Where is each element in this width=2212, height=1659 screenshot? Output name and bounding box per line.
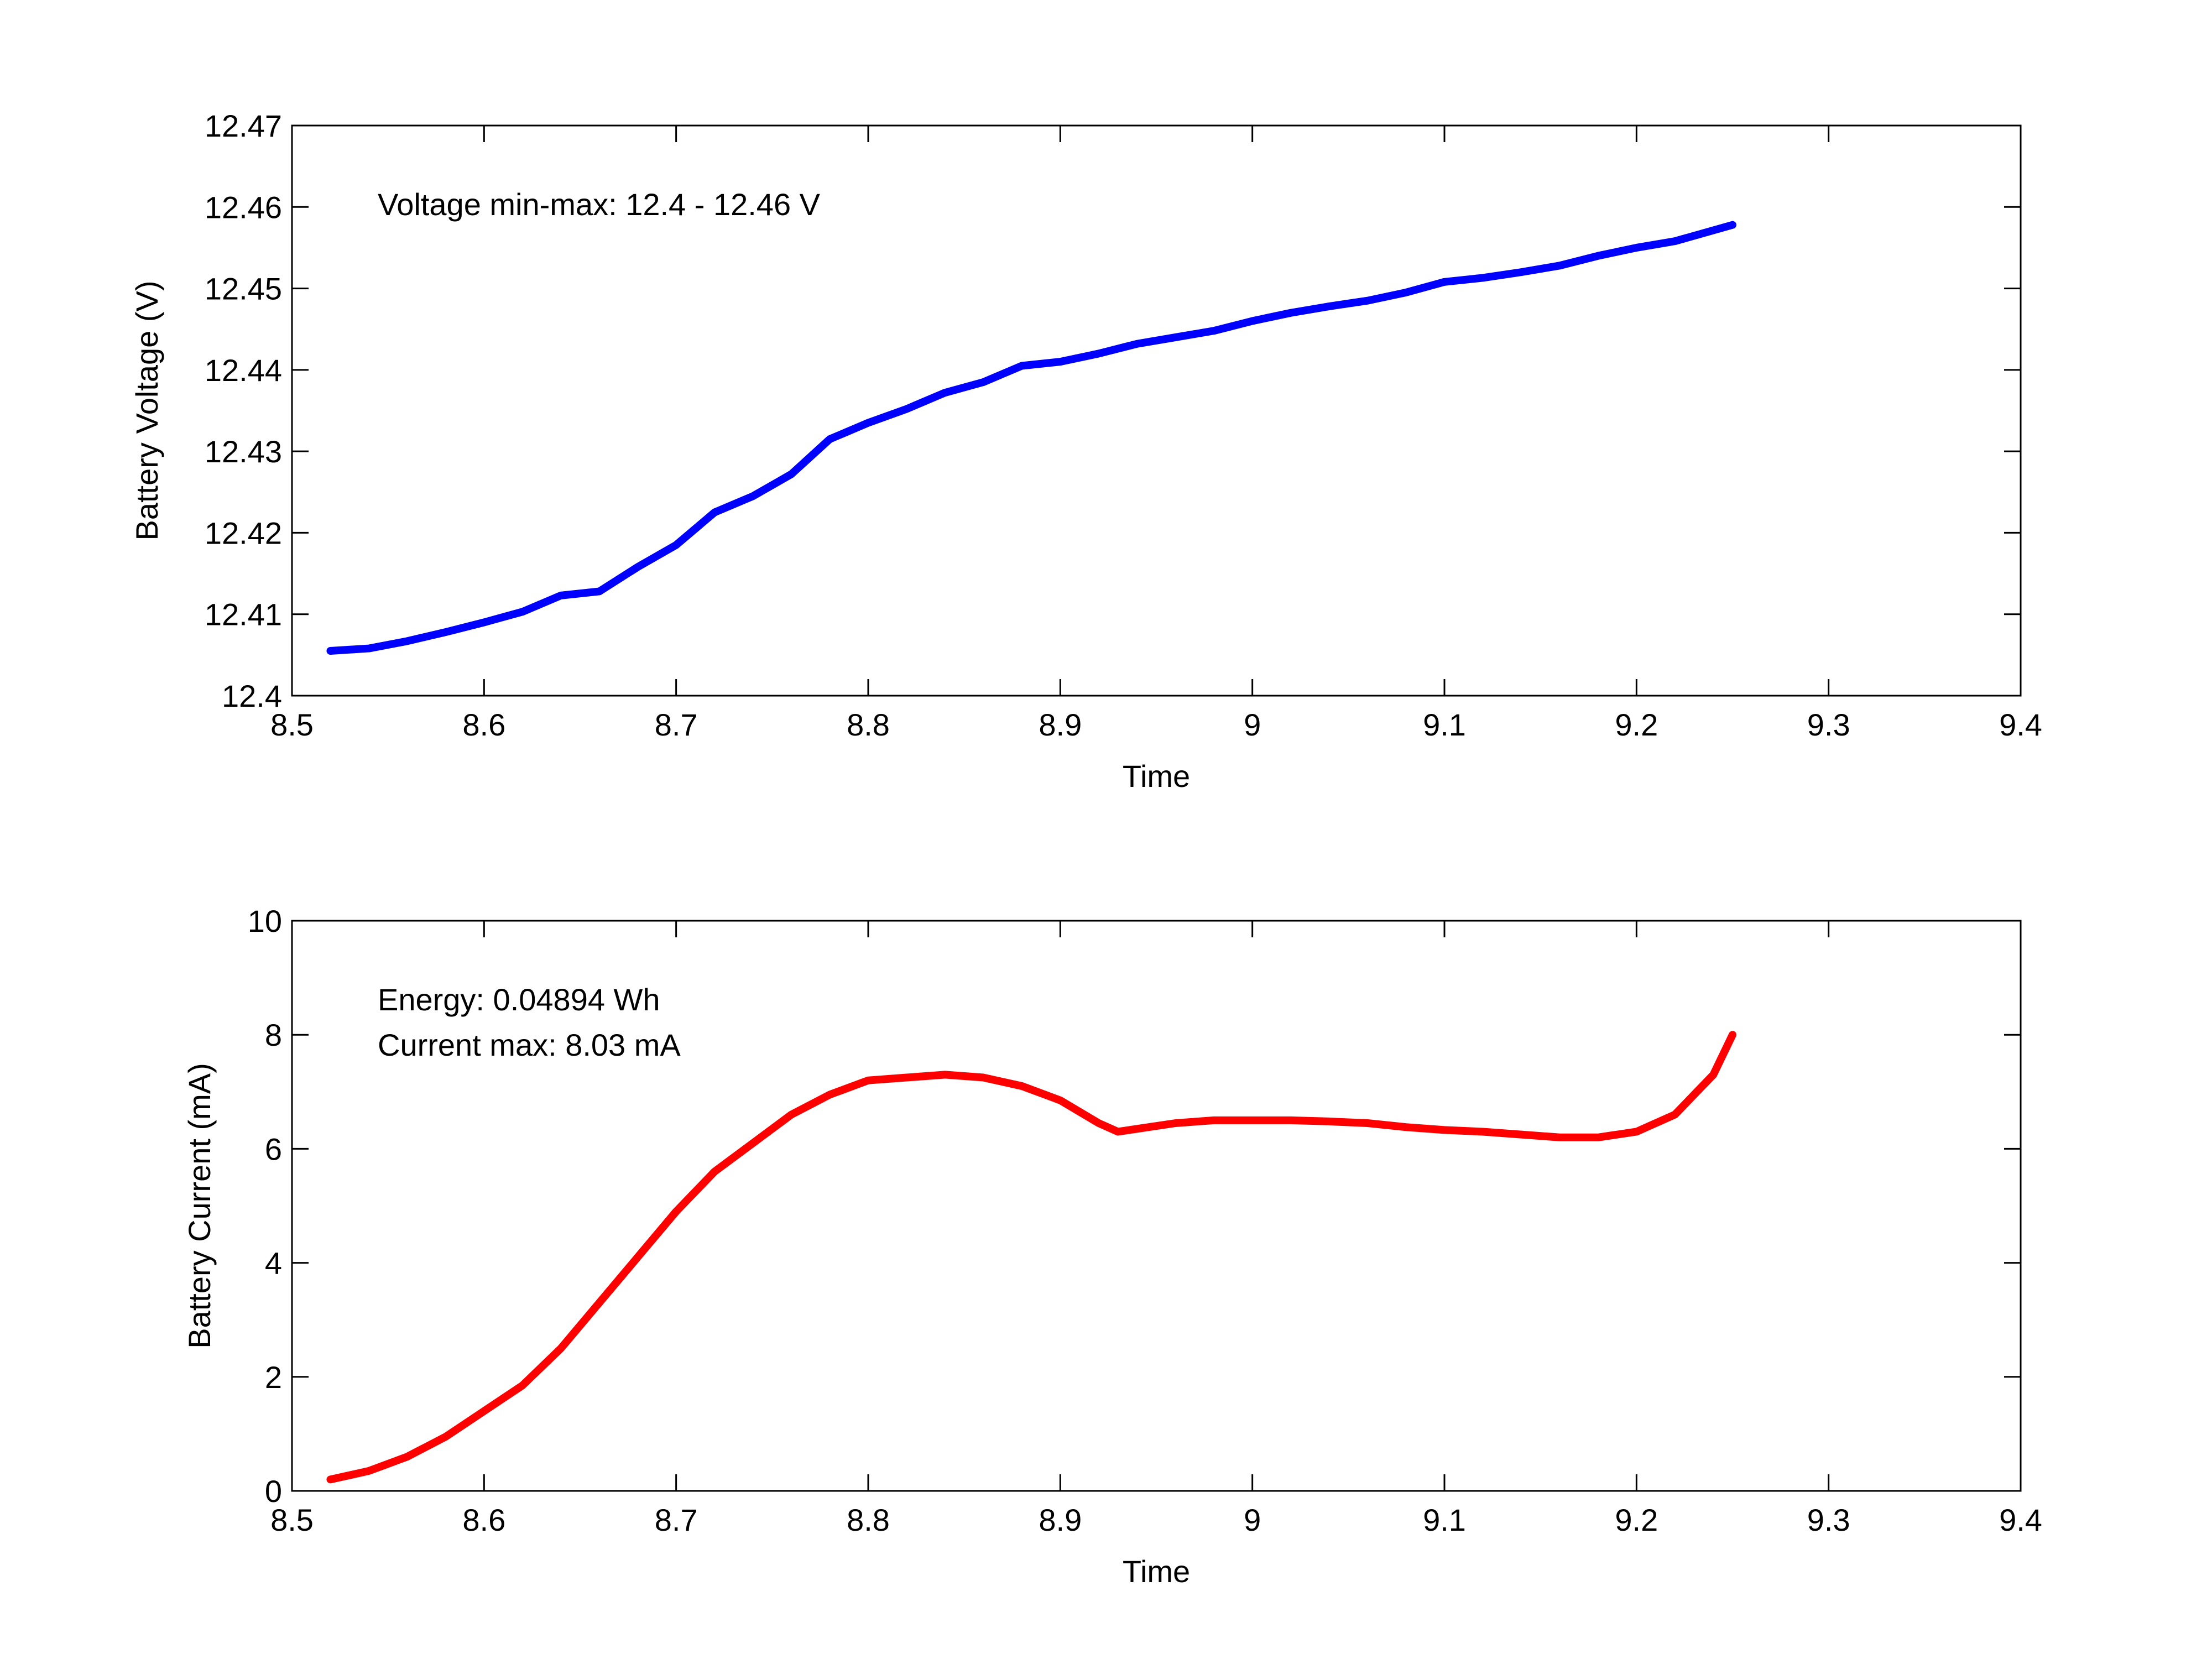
y-tick-label: 12.43 [205,434,282,469]
x-tick-label: 9 [1244,1503,1261,1537]
y-tick-label: 12.44 [205,353,282,388]
x-tick-label: 9 [1244,707,1261,742]
annotation: Energy: 0.04894 Wh [378,982,660,1017]
x-tick-label: 8.7 [655,1503,698,1537]
plot-frame [291,920,2022,1492]
y-tick-label: 2 [265,1360,282,1395]
x-tick-label: 9.2 [1615,1503,1658,1537]
x-axis-label: Time [1123,759,1190,794]
x-tick-label: 8.5 [270,707,314,742]
x-tick-label: 8.9 [1039,1503,1082,1537]
x-tick-label: 8.6 [462,707,505,742]
y-tick-label: 8 [265,1018,282,1052]
y-tick-label: 6 [265,1131,282,1166]
y-tick-label: 12.47 [205,108,282,143]
x-tick-label: 8.9 [1039,707,1082,742]
y-tick-label: 4 [265,1246,282,1281]
x-tick-label: 8.5 [270,1503,314,1537]
x-tick-label: 9.4 [1999,1503,2042,1537]
y-tick-label: 12.45 [205,272,282,306]
y-tick-label: 12.46 [205,190,282,225]
y-tick-label: 10 [248,904,282,938]
y-tick-label: 12.42 [205,515,282,550]
plot-frame [291,124,2022,697]
y-axis-label: Battery Current (mA) [182,1063,217,1349]
x-tick-label: 8.8 [847,1503,890,1537]
y-axis-label: Battery Voltage (V) [129,280,164,540]
y-tick-label: 12.4 [222,679,282,713]
y-tick-label: 0 [265,1474,282,1509]
x-tick-label: 9.1 [1423,1503,1466,1537]
data-line [326,1031,1736,1484]
annotation: Voltage min-max: 12.4 - 12.46 V [378,187,821,222]
x-tick-label: 9.3 [1807,707,1850,742]
x-tick-label: 9.2 [1615,707,1658,742]
x-tick-label: 8.8 [847,707,890,742]
x-tick-label: 8.6 [462,1503,505,1537]
annotation: Current max: 8.03 mA [378,1027,681,1062]
y-tick-label: 12.41 [205,597,282,632]
data-line [326,221,1736,655]
x-tick-label: 9.4 [1999,707,2042,742]
x-axis-label: Time [1123,1554,1190,1589]
x-tick-label: 9.1 [1423,707,1466,742]
x-tick-label: 9.3 [1807,1503,1850,1537]
x-tick-label: 8.7 [655,707,698,742]
